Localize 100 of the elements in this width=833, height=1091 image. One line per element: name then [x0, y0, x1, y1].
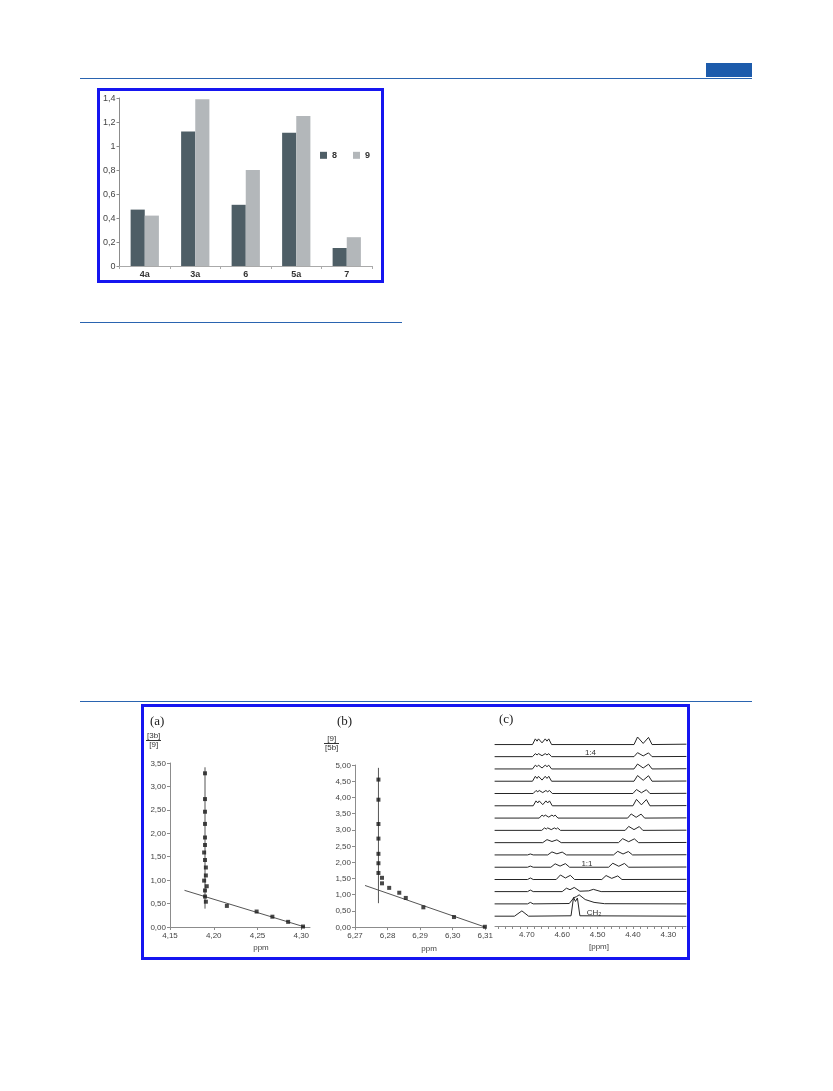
x-axis-title: [ppm] [588, 942, 610, 952]
point [203, 857, 207, 862]
x-tick-label: 4.50 [589, 929, 606, 939]
point [286, 919, 291, 924]
y-tick-label: 1,00 [335, 890, 352, 900]
y-tick-label: 0,4 [103, 213, 116, 223]
point [376, 836, 381, 841]
x-tick-label: 4,20 [205, 930, 223, 940]
point [202, 878, 207, 883]
y-tick-label: 3,50 [150, 758, 167, 768]
y-tick-label: 0 [110, 261, 116, 271]
y-tick-label: 1,50 [150, 852, 167, 862]
point [203, 899, 208, 904]
x-tick-label: 4.70 [519, 929, 536, 939]
point [203, 809, 207, 814]
x-tick-label: 6,31 [477, 930, 494, 940]
point [376, 851, 381, 856]
chart-title: (a) [150, 713, 165, 728]
point [203, 843, 207, 847]
x-tick-label: 6,27 [347, 930, 364, 940]
legend-label: 9 [364, 150, 371, 161]
x-tick-label: 4,15 [162, 930, 179, 940]
y-tick-label: 0,2 [103, 237, 116, 247]
y-axis-title: [3b] [9] [146, 731, 162, 749]
y-tick-label: 2,50 [150, 805, 167, 815]
y-tick-label: 0,6 [103, 189, 116, 199]
point [376, 870, 381, 875]
annotation: 1:4 [584, 748, 597, 758]
point [376, 797, 381, 802]
x-tick-label: 4.60 [554, 929, 571, 939]
bar [245, 170, 260, 266]
x-tick-label: 3a [190, 268, 202, 279]
x-tick-label: 4.30 [660, 929, 677, 939]
bar [195, 99, 210, 266]
y-tick-label: 2,50 [335, 841, 352, 851]
point [203, 894, 207, 899]
bar [144, 215, 159, 266]
point [380, 875, 385, 880]
chart-title: (b) [337, 713, 353, 728]
y-tick-label: 1,4 [103, 93, 116, 103]
y-tick-label: 0,8 [103, 165, 116, 175]
bar [332, 248, 347, 266]
bar [231, 204, 246, 266]
point [403, 895, 408, 900]
y-tick-label: 1,50 [335, 873, 352, 883]
point [376, 777, 381, 782]
bar [296, 116, 311, 266]
point [203, 821, 207, 826]
point [376, 822, 381, 826]
x-tick-label: 5a [291, 268, 303, 279]
y-tick-label: 3,50 [335, 809, 352, 819]
y-tick-label: 0,50 [150, 899, 167, 909]
point [397, 890, 402, 895]
y-tick-label: 2,00 [150, 828, 167, 838]
x-tick-label: 6 [243, 268, 249, 279]
x-tick-label: 4,25 [249, 930, 266, 940]
y-axis-title: [9] [5b] [324, 734, 340, 752]
y-tick-label: 1,00 [150, 875, 167, 885]
point [203, 888, 207, 893]
x-tick-label: 4,30 [293, 930, 310, 940]
annotation: 1:1 [581, 858, 594, 868]
y-tick-label: 2,00 [335, 857, 352, 867]
x-tick-label: 6,30 [444, 930, 461, 940]
y-tick-label: 0,50 [335, 906, 352, 916]
y-tick-label: 1 [110, 141, 116, 151]
chart-title: (c) [499, 711, 514, 726]
point [203, 865, 208, 870]
point [376, 861, 381, 866]
x-tick-label: 6,29 [412, 930, 429, 940]
point [203, 873, 208, 878]
point [380, 881, 385, 886]
x-tick-label: 7 [344, 268, 350, 279]
point [451, 915, 456, 920]
y-tick-label: 0,00 [150, 922, 167, 932]
x-tick-label: 4.40 [625, 929, 642, 939]
bar [346, 237, 361, 266]
point [203, 771, 207, 776]
point [387, 885, 392, 890]
point [421, 905, 426, 910]
x-tick-label: 4a [139, 268, 151, 279]
point [254, 909, 259, 914]
bar [130, 209, 145, 266]
bar [282, 132, 297, 266]
annotation: CH₂ [586, 907, 602, 917]
point [204, 884, 209, 889]
y-tick-label: 3,00 [150, 781, 167, 791]
point [203, 835, 207, 840]
x-tick-label: 6,28 [379, 930, 396, 940]
y-tick-label: 1,2 [103, 117, 116, 127]
legend-label: 8 [331, 150, 337, 161]
x-axis-title: ppm [253, 943, 270, 953]
y-tick-label: 3,00 [335, 825, 352, 835]
bar [181, 131, 196, 266]
y-tick-label: 4,00 [335, 792, 352, 802]
point [224, 903, 229, 908]
y-tick-label: 4,50 [335, 776, 352, 786]
x-axis-title: ppm [421, 943, 438, 953]
point [203, 797, 207, 802]
y-tick-label: 0,00 [335, 922, 352, 932]
point [270, 914, 275, 919]
